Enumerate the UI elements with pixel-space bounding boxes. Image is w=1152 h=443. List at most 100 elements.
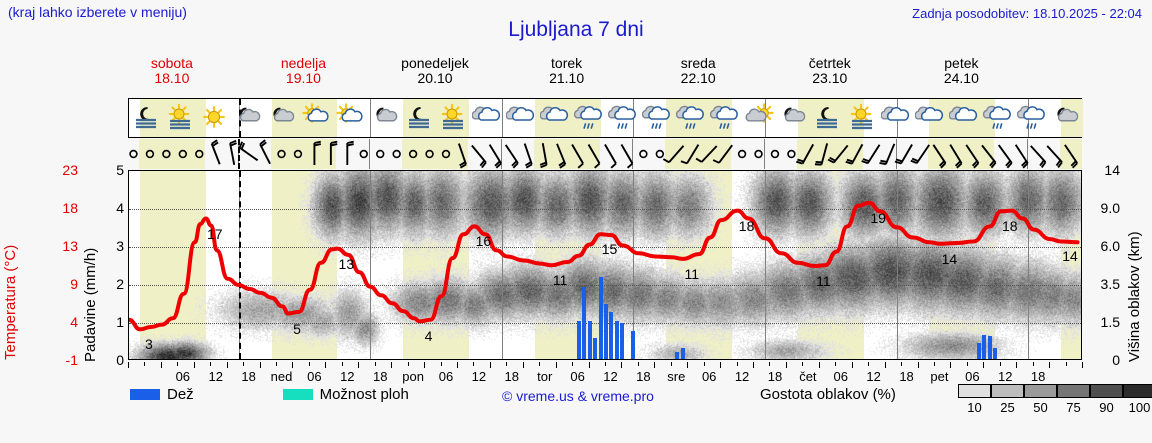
showers-legend-label: Možnost ploh: [319, 386, 409, 404]
axis-tick-label: 23: [62, 162, 78, 178]
time-tick-label: 06: [175, 369, 191, 384]
temperature-value-label: 18: [738, 217, 755, 234]
wind-barbs: [129, 139, 1078, 169]
weather-icon-moon-mist: [404, 103, 434, 133]
weather-icon-moon-mist: [131, 103, 161, 133]
cloud-density-tick: 100: [1128, 400, 1151, 415]
weather-icon-sun-cloud: [301, 103, 331, 133]
day-header-sobota: sobota 18.10: [102, 56, 242, 86]
temperature-value-label: 11: [684, 265, 700, 282]
cloud-density-swatch: [1123, 384, 1152, 398]
weather-icon-cloud-sun: [744, 103, 775, 133]
weather-icon-cloud-rain: [982, 103, 1013, 133]
axis-tick-label: 1.5: [1100, 314, 1120, 330]
temperature-value-label: 5: [293, 320, 301, 337]
weather-icon-cloud: [471, 103, 502, 133]
time-tick-label: 06: [570, 369, 585, 384]
rain-bar: [576, 321, 581, 359]
axis-tick-label: 3.5: [1100, 276, 1120, 292]
temperature-axis: 23 18 13 9 4 -1: [22, 162, 78, 368]
rain-bar: [976, 343, 981, 359]
weather-icon-sun-cloud: [335, 103, 365, 133]
axis-tick-label: 4: [70, 314, 78, 330]
weather-icon-moon-cloud: [1051, 103, 1081, 133]
day-name: sreda: [680, 55, 716, 71]
temperature-value-label: 17: [206, 225, 223, 242]
rain-bar: [614, 321, 619, 359]
axis-tick-label: 5: [116, 162, 124, 178]
day-date: 23.10: [812, 70, 848, 86]
time-tick-label: 06: [438, 369, 454, 384]
weather-icon-cloud-rain: [1016, 103, 1047, 133]
weather-icon-moon-cloud: [778, 103, 808, 133]
weather-icon-moon-mist: [812, 103, 842, 133]
temperature-value-label: 19: [870, 209, 886, 226]
day-date: 19.10: [285, 70, 321, 86]
axis-tick-label: 13: [62, 238, 78, 254]
copyright-note: © vreme.us & vreme.pro: [502, 388, 654, 404]
cloud-axis-title: Višina oblakov (km): [1126, 231, 1143, 362]
weather-icon-cloud: [948, 103, 979, 133]
time-tick-label: 12: [998, 369, 1013, 384]
temperature-axis-title: Temperatura (°C): [2, 244, 19, 360]
day-header-četrtek: četrtek 23.10: [760, 56, 900, 86]
axis-tick-label: 0: [116, 352, 124, 368]
wind-barb-row: [128, 139, 1082, 169]
cloud-density-swatch: [1090, 384, 1123, 398]
temperature-value-label: 11: [552, 272, 568, 289]
temperature-value-label: 13: [338, 255, 355, 272]
time-tick-label: 18: [899, 369, 914, 384]
rain-bar: [680, 347, 685, 359]
axis-tick-label: 1: [116, 314, 124, 330]
rain-bar: [604, 303, 608, 359]
temperature-value-label: 18: [1001, 218, 1018, 235]
axis-tick-label: -1: [65, 352, 78, 368]
time-axis: 06 12 18 ned 06 12 18 pon 06 12 18 tor 06 12 18 sre 06 12…: [128, 362, 1083, 384]
time-tick-label: 06: [307, 369, 322, 384]
weather-icon-cloud-rain: [710, 103, 740, 133]
rain-legend-swatch: [130, 389, 160, 401]
cloud-density-tick: 50: [1033, 400, 1048, 415]
rain-bar: [631, 330, 636, 359]
axis-tick-label: 4: [116, 200, 124, 216]
axis-tick-label: 6.0: [1100, 238, 1120, 254]
time-tick-label: 06: [701, 369, 717, 384]
rain-bar: [620, 322, 625, 359]
rain-bar: [598, 277, 603, 359]
temperature-value-label: 16: [475, 233, 492, 250]
axis-tick-label: 18: [62, 200, 78, 216]
showers-legend-swatch: [282, 389, 313, 401]
axis-tick-label: 9.0: [1100, 200, 1120, 216]
cloud-density-label: Gostota oblakov (%): [760, 386, 896, 403]
axis-tick-label: 2: [116, 276, 124, 292]
rain-bar: [609, 311, 614, 359]
rain-bar: [987, 336, 992, 359]
time-tick-label: sre: [667, 369, 686, 384]
time-tick-label: 12: [866, 369, 881, 384]
cloud-density-swatch: [1057, 384, 1090, 398]
precip-axis-title: Padavine (mm/h): [82, 247, 99, 362]
day-name: nedelja: [280, 55, 327, 71]
day-name: torek: [551, 55, 583, 71]
day-name: ponedeljek: [401, 55, 469, 71]
forecast-plot: 3 17 5 13 4 16 11 15 11 18 11 19 14 18 14: [128, 170, 1082, 360]
day-date: 18.10: [154, 70, 190, 86]
day-header-ponedeljek: ponedeljek 20.10: [365, 56, 505, 86]
day-header-torek: torek 21.10: [497, 56, 637, 86]
time-tick-label: 18: [1030, 369, 1046, 384]
temperature-value-label: 14: [1062, 248, 1078, 265]
weather-icon-cloud: [880, 103, 911, 133]
rain-legend-label: Dež: [167, 386, 194, 404]
precipitation-axis: 5 4 3 2 1 0: [88, 162, 124, 368]
location-menu-note: (kraj lahko izberete v meniju): [8, 4, 187, 20]
time-tick-label: 12: [340, 369, 355, 384]
weather-icon-cloud: [539, 103, 570, 133]
time-tick-label: 06: [833, 369, 848, 384]
time-tick-label: pet: [930, 369, 949, 384]
last-update-note: Zadnja posodobitev: 18.10.2025 - 22:04: [912, 6, 1142, 21]
time-tick-label: 18: [767, 369, 783, 384]
weather-icon-cloud-rain: [573, 103, 604, 133]
weather-icon-cloud-rain: [608, 103, 638, 133]
temperature-value-label: 4: [424, 328, 433, 345]
weather-icon-sun-mist: [438, 103, 468, 133]
